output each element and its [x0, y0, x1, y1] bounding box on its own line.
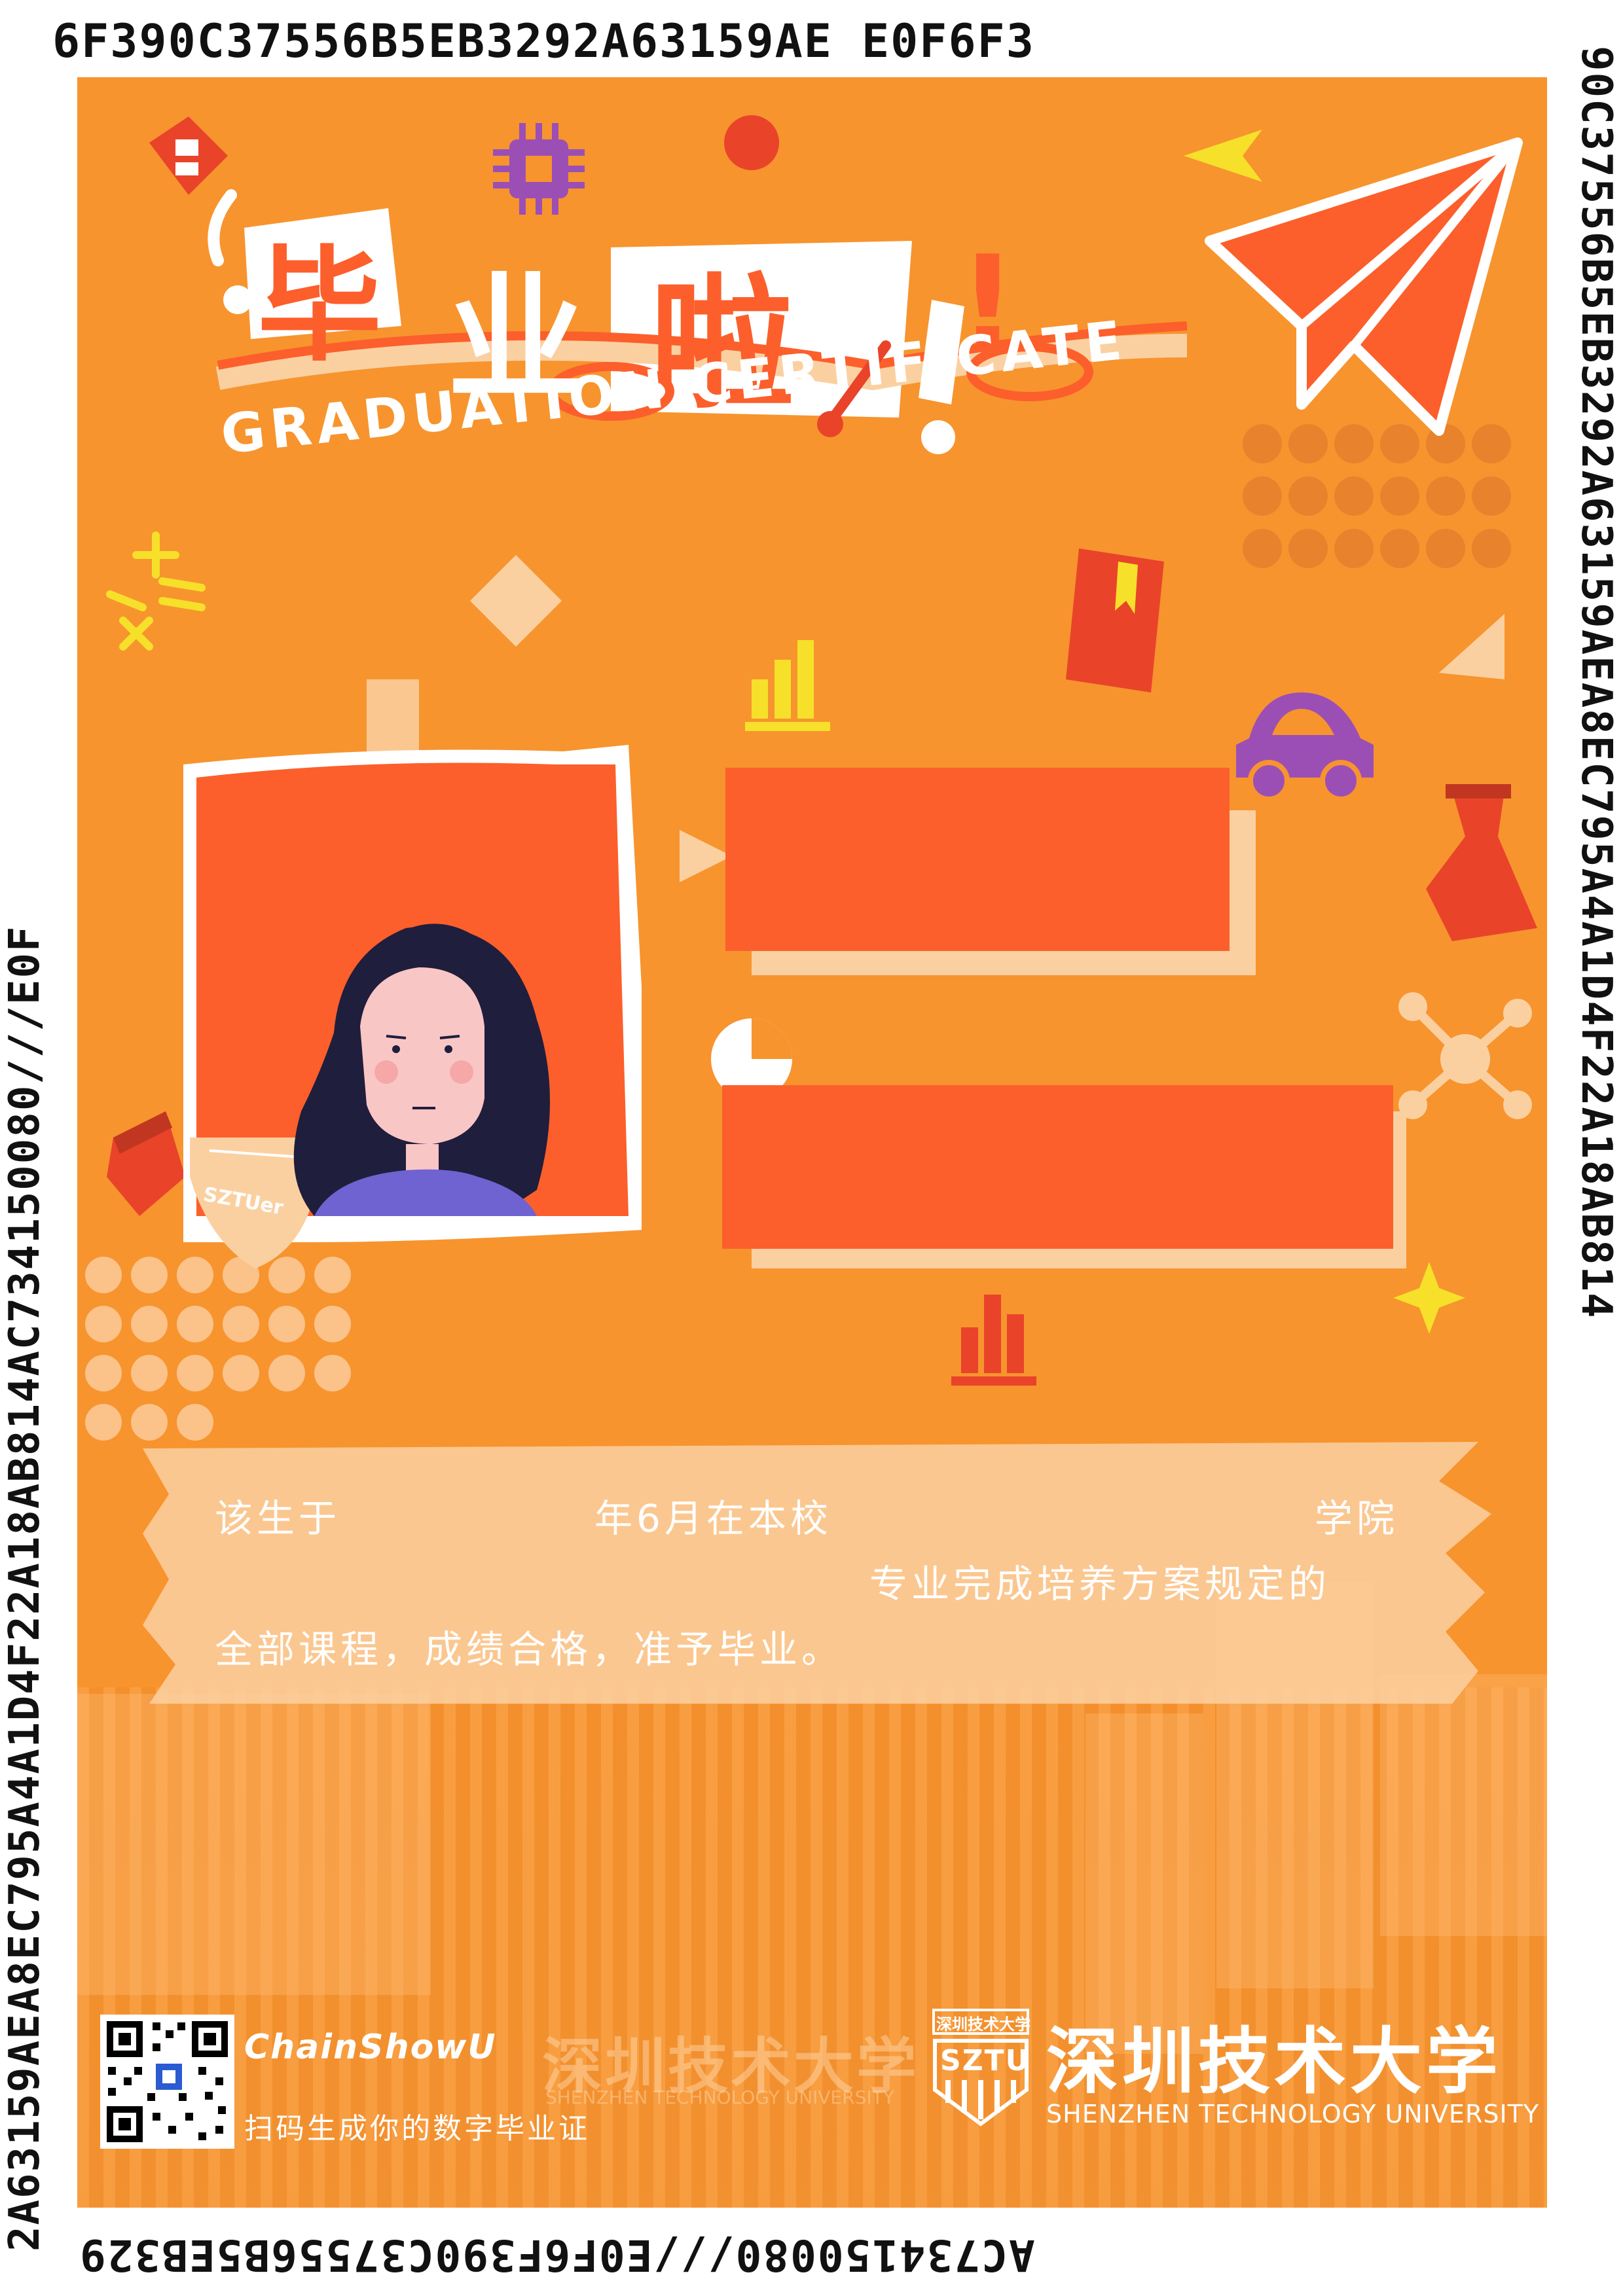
chip-icon	[493, 123, 585, 215]
statement-line-2: 专业完成培养方案规定的	[869, 1562, 1331, 1606]
certificate-card: 毕 业 啦 ! GRADUATION CERTIFICATE	[77, 77, 1547, 2208]
building-shape	[77, 1694, 431, 1995]
play-triangle-icon	[680, 830, 732, 882]
university-name-cn: 深圳技术大学	[1046, 2020, 1502, 2104]
paper-plane-icon	[1205, 137, 1523, 436]
watermark-university-en: SHENZHEN TECHNOLOGY UNIVERSITY	[545, 2087, 894, 2108]
app-name: ChainShowU	[244, 2028, 497, 2067]
flask-icon	[1426, 784, 1537, 941]
logo-name-cn: 深圳技术大学	[936, 2015, 1030, 2034]
diamond-icon	[470, 555, 562, 647]
car-icon	[1236, 692, 1374, 802]
watermark-university-cn: 深圳技术大学	[542, 2032, 920, 2102]
triangle-icon	[1439, 614, 1504, 679]
title-char-ye: 业	[447, 259, 585, 420]
border-hash-bottom: AC734150080///E0F6F390C37556B5EB329	[79, 2230, 1035, 2280]
statement-line-1-suffix: 学院	[1315, 1496, 1399, 1541]
building-shape	[1085, 1713, 1203, 2054]
plane-icon	[1184, 130, 1262, 182]
bar-chart-icon	[951, 1295, 1036, 1386]
dot-grid-decoration	[1243, 424, 1511, 568]
sticker-icon	[149, 117, 228, 195]
title-graphic	[208, 189, 1188, 454]
dot-icon	[724, 115, 779, 170]
qr-code-pattern	[107, 2021, 228, 2142]
title-char-exclaim: !	[958, 228, 1018, 380]
pencil-icon	[107, 1111, 185, 1216]
math-symbols-icon	[106, 531, 206, 651]
campus-photo	[77, 1687, 1547, 2208]
book-icon	[1066, 548, 1164, 692]
torn-paper-panel	[143, 1442, 1491, 1704]
border-hash-right: 90C37556B5EB3292A63159AEA8EC795A4A1D4F22…	[1572, 46, 1620, 1319]
title-char-bi: 毕	[257, 234, 382, 378]
app-tagline: 扫码生成你的数字毕业证	[244, 2112, 590, 2145]
border-hash-top: 6F390C37556B5EB3292A63159AE E0F6F3	[52, 14, 1035, 68]
info-field-box	[722, 1085, 1393, 1249]
certificate-statement: 该生于 年6月在本校 学院 专业完成培养方案规定的 全部课程，成绩合格，准予毕业…	[143, 1435, 1491, 1710]
university-logo	[932, 2009, 1029, 2126]
title-banner: 毕 业 啦 ! GRADUATION CERTIFICATE	[205, 130, 1279, 496]
qr-code[interactable]	[100, 2015, 234, 2149]
dot-grid-decoration	[85, 1257, 351, 1441]
university-name-en: SHENZHEN TECHNOLOGY UNIVERSITY	[1046, 2100, 1540, 2128]
pie-chart-icon	[711, 1018, 792, 1100]
bar-chart-icon	[745, 640, 830, 731]
border-hash-left: 2A63159AEA8EC795A4A1D4F22A18AB814AC73415…	[1, 925, 49, 2251]
building-shape	[1380, 1674, 1547, 1936]
statement-line-1-prefix: 该生于	[215, 1496, 341, 1541]
network-icon	[1398, 992, 1532, 1119]
star-icon	[1393, 1262, 1465, 1334]
statement-line-1-middle: 年6月在本校	[594, 1496, 832, 1541]
name-field-box	[725, 768, 1230, 951]
title-char-la: 啦	[650, 260, 795, 428]
portrait-frame: SZTUer	[170, 679, 642, 1308]
statement-line-3: 全部课程，成绩合格，准予毕业。	[215, 1627, 844, 1672]
portrait-illustration	[183, 679, 642, 1268]
logo-abbr: SZTU	[940, 2044, 1030, 2077]
